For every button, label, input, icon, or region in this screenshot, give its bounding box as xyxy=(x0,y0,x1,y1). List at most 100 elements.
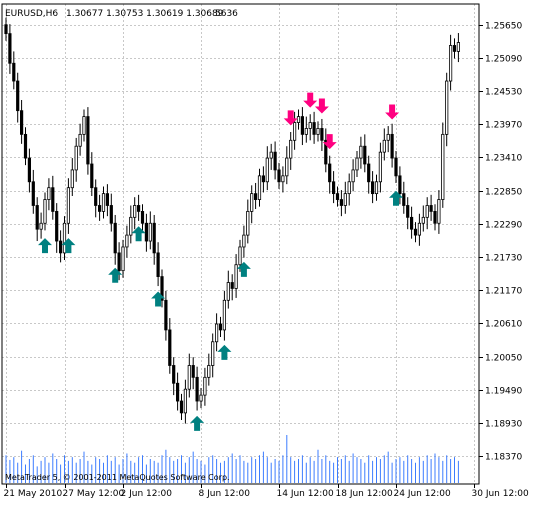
candle-body xyxy=(441,133,445,200)
grid xyxy=(2,4,479,484)
price-tick-label: 1.23410 xyxy=(485,154,522,164)
price-tick-label: 1.20610 xyxy=(485,320,522,330)
candle-body xyxy=(406,205,410,218)
candle-body xyxy=(113,222,117,254)
candle-body xyxy=(101,193,106,212)
candle-body xyxy=(152,222,156,254)
candle-body xyxy=(55,211,59,242)
time-tick-label: 27 May 12:00 xyxy=(63,489,125,499)
candle-body xyxy=(304,128,308,135)
candle-body xyxy=(74,145,78,171)
time-tick-label: 24 Jun 12:00 xyxy=(394,489,451,499)
price-tick-label: 1.22290 xyxy=(485,221,522,231)
buy-arrow-icon xyxy=(151,291,166,307)
price-tick-label: 1.25090 xyxy=(485,55,522,65)
candle-body xyxy=(211,341,215,366)
sell-arrow-shape xyxy=(283,110,298,126)
candle-body xyxy=(292,122,297,141)
candle-body xyxy=(191,365,195,378)
sell-arrow-shape xyxy=(385,104,400,120)
candle-body xyxy=(328,163,332,183)
candle-body xyxy=(386,133,390,141)
candle-body xyxy=(98,205,102,212)
chart-frame xyxy=(1,3,480,485)
time-tick-label: 30 Jun 12:00 xyxy=(472,489,529,499)
buy-arrow-shape xyxy=(131,226,146,242)
candle-body xyxy=(448,45,453,82)
candle-body xyxy=(382,139,386,153)
price-tick-label: 1.18930 xyxy=(485,420,522,430)
candle-body xyxy=(179,400,184,414)
sell-arrow-shape xyxy=(322,134,337,150)
candle-body xyxy=(273,151,277,171)
candle-body xyxy=(394,157,398,177)
candle-body xyxy=(59,240,63,254)
candle-body xyxy=(320,128,324,141)
price-axis: 1.25650 1.25090 1.24530 1.23970 1.23410 1.228… xyxy=(479,22,522,463)
candle-body xyxy=(187,365,191,390)
candle-body xyxy=(117,252,121,272)
candle-body xyxy=(90,163,94,189)
candle-body xyxy=(94,187,98,206)
price-tick-label: 1.24530 xyxy=(485,88,522,98)
candle-body xyxy=(16,80,20,112)
sell-arrow-shape xyxy=(314,98,329,114)
candle-body xyxy=(351,169,355,183)
candle-body xyxy=(363,145,367,165)
candle-body xyxy=(144,222,148,242)
candle-body xyxy=(289,139,293,159)
sell-arrow-icon xyxy=(314,98,329,114)
time-axis: 21 May 2010 27 May 12:002 Jun 12:00 8 Jun … xyxy=(4,484,529,499)
candle-body xyxy=(339,199,344,206)
candle-body xyxy=(269,151,273,159)
price-tick-label: 1.19490 xyxy=(485,387,522,397)
candle-body xyxy=(31,181,35,206)
candle-body xyxy=(429,205,433,212)
candle-body xyxy=(214,323,219,343)
candle-body xyxy=(164,299,168,331)
candle-body xyxy=(148,222,152,242)
price-tick-label: 1.22850 xyxy=(485,188,522,198)
time-tick-label: 2 Jun 12:00 xyxy=(121,489,173,499)
candle-body xyxy=(367,163,371,183)
buy-arrow-shape xyxy=(108,267,123,283)
buy-arrow-icon xyxy=(389,190,403,206)
candle-body xyxy=(43,199,47,224)
candle-body xyxy=(19,110,24,135)
candle-body xyxy=(109,205,113,224)
buy-arrow-shape xyxy=(389,190,403,206)
candle-body xyxy=(250,193,254,212)
candle-body xyxy=(359,145,363,159)
copyright-notice: MetaTrader 5, © 2001-2011 MetaQuotes Sof… xyxy=(5,473,230,482)
volume-histogram xyxy=(5,435,459,483)
candle-body xyxy=(234,264,238,289)
buy-arrow-shape xyxy=(61,238,76,254)
buy-arrow-icon xyxy=(108,267,123,283)
candle-body xyxy=(343,193,347,206)
candle-body xyxy=(47,187,51,200)
candle-body xyxy=(409,216,414,230)
candle-body xyxy=(285,157,289,177)
candle-body xyxy=(51,187,55,212)
candle-body xyxy=(183,388,187,414)
candle-body xyxy=(378,151,383,183)
candle-body xyxy=(121,246,125,272)
candle-body xyxy=(27,157,32,183)
candle-body xyxy=(226,282,230,301)
candle-body xyxy=(62,222,67,254)
candle-body xyxy=(246,211,250,236)
candle-body xyxy=(456,42,461,52)
header-symbol: EURUSD,H6 xyxy=(5,9,58,19)
sell-arrow-icon xyxy=(283,110,298,126)
candle-body xyxy=(312,122,316,135)
price-tick-label: 1.23970 xyxy=(485,121,522,131)
candle-body xyxy=(105,193,109,206)
buy-arrow-shape xyxy=(236,261,251,277)
candle-body xyxy=(265,157,269,183)
candle-body xyxy=(300,116,305,135)
price-tick-label: 1.21170 xyxy=(485,287,522,297)
candle-body xyxy=(23,133,28,159)
